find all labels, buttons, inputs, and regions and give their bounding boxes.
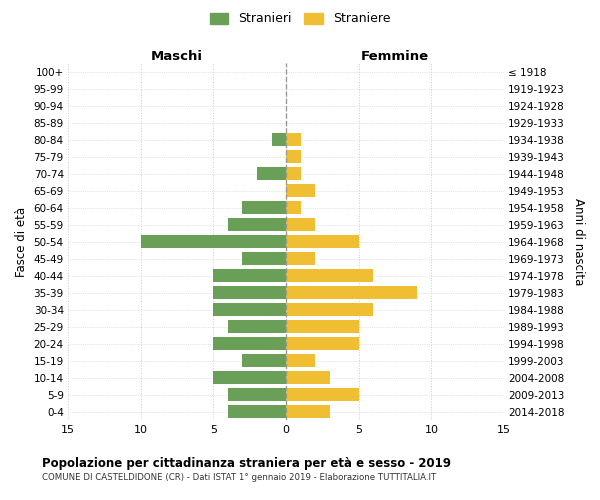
Bar — [286, 218, 315, 231]
Bar — [228, 388, 286, 402]
Bar — [286, 303, 373, 316]
Bar — [286, 133, 301, 146]
Bar — [286, 371, 329, 384]
Bar — [242, 252, 286, 265]
Y-axis label: Fasce di età: Fasce di età — [15, 206, 28, 276]
Bar — [214, 303, 286, 316]
Bar — [286, 388, 359, 402]
Bar — [286, 184, 315, 197]
Bar — [286, 337, 359, 350]
Bar — [214, 371, 286, 384]
Bar — [214, 269, 286, 282]
Bar — [286, 150, 301, 163]
Bar — [286, 320, 359, 333]
Bar — [140, 235, 286, 248]
Bar — [228, 218, 286, 231]
Bar — [272, 133, 286, 146]
Bar — [242, 201, 286, 214]
Bar — [257, 167, 286, 180]
Text: COMUNE DI CASTELDIDONE (CR) - Dati ISTAT 1° gennaio 2019 - Elaborazione TUTTITAL: COMUNE DI CASTELDIDONE (CR) - Dati ISTAT… — [42, 472, 436, 482]
Bar — [214, 286, 286, 299]
Bar — [286, 201, 301, 214]
Text: Maschi: Maschi — [151, 50, 203, 63]
Bar — [214, 337, 286, 350]
Bar — [286, 269, 373, 282]
Bar — [286, 167, 301, 180]
Bar — [286, 286, 417, 299]
Text: Femmine: Femmine — [361, 50, 429, 63]
Bar — [228, 405, 286, 418]
Bar — [286, 235, 359, 248]
Bar — [286, 405, 329, 418]
Text: Popolazione per cittadinanza straniera per età e sesso - 2019: Popolazione per cittadinanza straniera p… — [42, 458, 451, 470]
Bar — [286, 252, 315, 265]
Bar — [228, 320, 286, 333]
Bar — [242, 354, 286, 367]
Bar — [286, 354, 315, 367]
Y-axis label: Anni di nascita: Anni di nascita — [572, 198, 585, 286]
Legend: Stranieri, Straniere: Stranieri, Straniere — [203, 6, 397, 32]
